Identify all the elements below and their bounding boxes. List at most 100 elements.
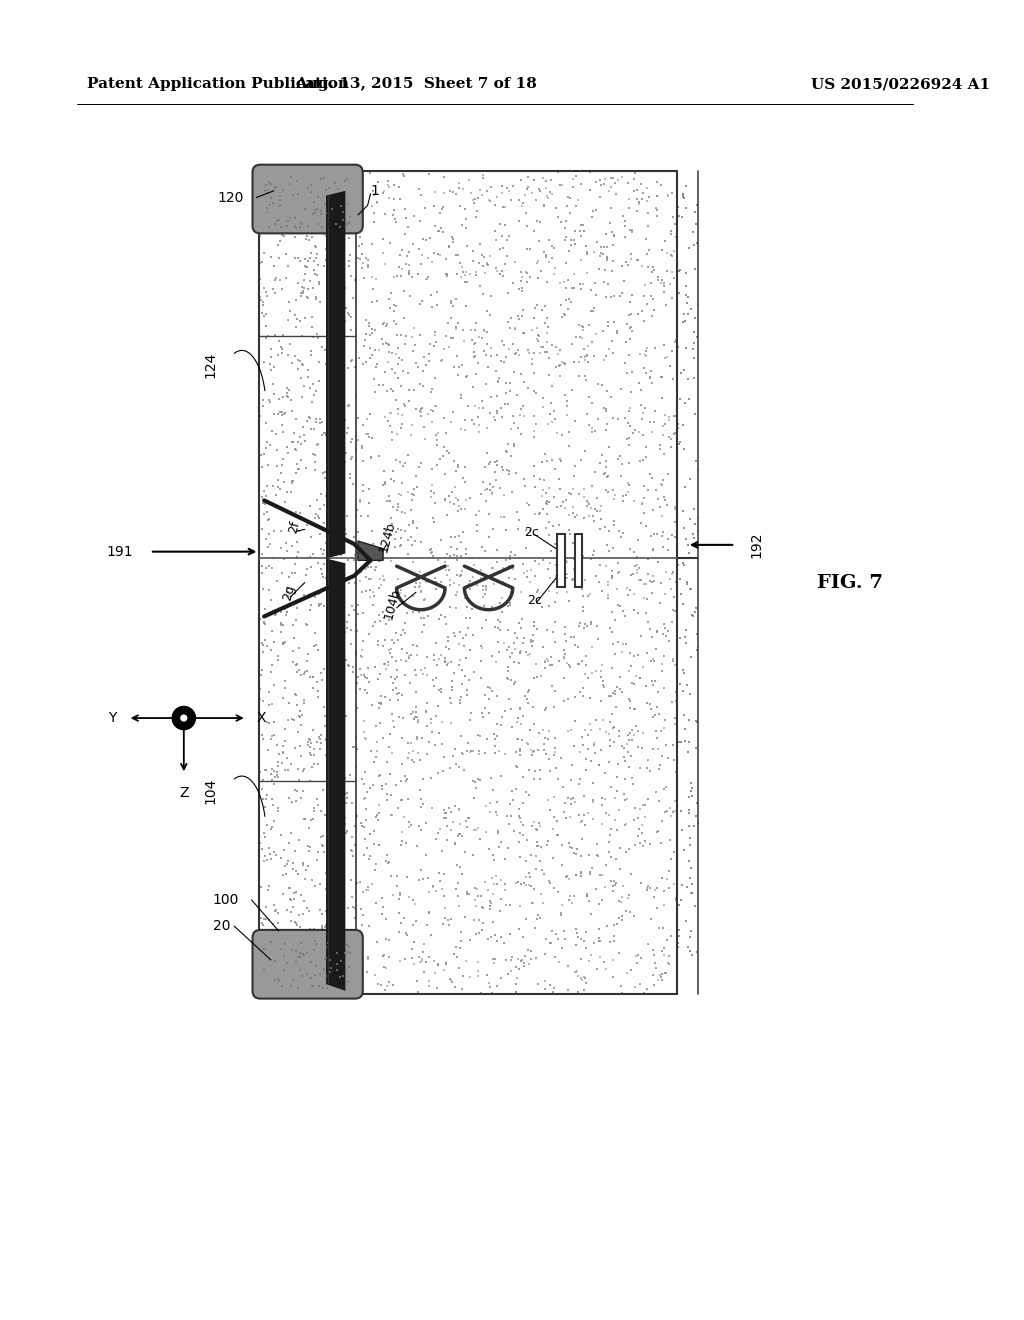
Point	[337, 277, 353, 298]
Point	[394, 240, 411, 261]
Point	[544, 411, 560, 432]
Point	[687, 602, 703, 623]
Point	[266, 632, 283, 653]
Point	[265, 711, 282, 733]
Point	[341, 227, 357, 248]
Point	[461, 883, 477, 904]
Point	[626, 725, 642, 746]
Point	[554, 854, 570, 875]
Point	[264, 758, 281, 779]
Point	[544, 655, 560, 676]
Point	[606, 925, 623, 946]
Point	[348, 756, 365, 777]
Point	[302, 770, 318, 791]
Point	[460, 618, 476, 639]
Point	[620, 413, 636, 434]
Point	[651, 434, 668, 455]
Point	[599, 535, 615, 556]
Point	[688, 710, 705, 731]
Point	[360, 624, 377, 645]
Point	[260, 931, 276, 952]
Point	[512, 822, 528, 843]
Point	[482, 977, 499, 998]
Point	[433, 218, 450, 239]
Point	[470, 407, 486, 428]
Point	[432, 202, 449, 223]
Point	[597, 876, 613, 898]
Point	[590, 374, 606, 395]
Point	[640, 933, 656, 954]
Point	[413, 788, 429, 809]
Point	[620, 473, 636, 494]
Point	[598, 286, 614, 308]
Point	[687, 896, 703, 917]
Point	[381, 929, 397, 950]
Point	[396, 165, 413, 186]
Point	[416, 416, 432, 437]
Point	[541, 364, 557, 385]
Point	[675, 500, 691, 521]
Point	[566, 686, 583, 708]
Point	[512, 738, 528, 759]
Point	[589, 500, 605, 521]
Point	[537, 651, 553, 672]
Point	[579, 244, 595, 265]
Point	[552, 449, 568, 470]
Point	[255, 789, 271, 810]
Point	[501, 636, 517, 657]
Point	[545, 515, 561, 536]
Point	[647, 639, 664, 660]
Point	[300, 279, 316, 300]
Point	[611, 726, 628, 747]
Point	[288, 655, 304, 676]
Point	[553, 904, 569, 925]
Point	[539, 341, 555, 362]
Point	[438, 264, 455, 285]
Point	[546, 264, 562, 285]
Point	[654, 366, 671, 387]
Point	[292, 216, 308, 238]
Point	[648, 523, 665, 544]
Point	[396, 308, 413, 329]
Point	[304, 317, 321, 338]
Point	[431, 609, 447, 630]
Point	[406, 484, 422, 506]
Point	[482, 285, 499, 306]
Point	[574, 828, 591, 849]
Point	[592, 453, 608, 474]
Point	[309, 327, 326, 348]
Point	[309, 671, 326, 692]
Point	[640, 548, 656, 569]
Point	[324, 903, 340, 924]
Point	[573, 279, 590, 300]
Point	[386, 199, 402, 220]
Point	[376, 180, 392, 201]
Point	[672, 627, 688, 648]
Point	[374, 779, 390, 800]
Point	[681, 800, 697, 821]
Point	[474, 702, 490, 723]
Point	[664, 849, 680, 870]
Point	[255, 634, 271, 655]
Point	[343, 841, 359, 862]
Point	[580, 263, 596, 284]
Point	[593, 174, 609, 195]
Point	[288, 882, 304, 903]
Point	[330, 178, 346, 199]
Point	[334, 964, 350, 985]
Point	[415, 793, 431, 814]
Point	[520, 166, 537, 187]
Point	[630, 721, 646, 742]
Point	[331, 442, 347, 463]
Point	[478, 345, 495, 366]
Point	[394, 502, 411, 523]
Point	[285, 470, 301, 491]
Point	[645, 940, 662, 961]
Point	[323, 741, 339, 762]
Point	[426, 195, 442, 216]
Point	[341, 305, 357, 326]
Point	[472, 828, 488, 849]
Point	[312, 197, 329, 218]
Point	[522, 845, 539, 866]
Point	[520, 177, 537, 198]
